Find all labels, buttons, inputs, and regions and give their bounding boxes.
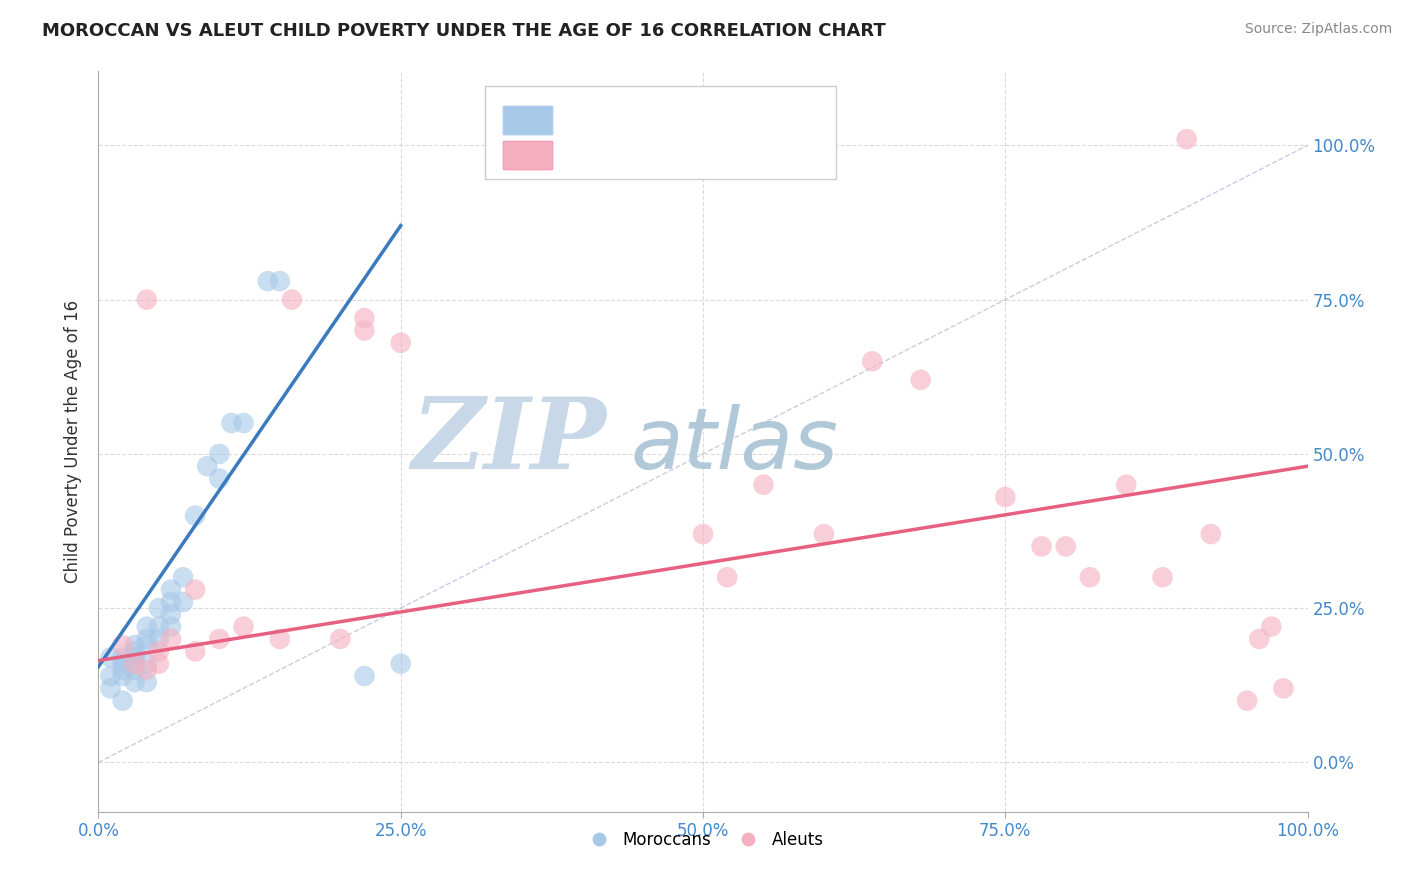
Point [221,416,243,430]
Point [148,657,170,671]
Point [353,669,375,683]
Text: atlas: atlas [630,404,838,487]
Point [281,293,304,307]
Text: ZIP: ZIP [412,393,606,490]
Text: Source: ZipAtlas.com: Source: ZipAtlas.com [1244,22,1392,37]
Point [813,527,835,541]
Point [195,459,218,474]
Point [232,619,254,633]
Point [353,311,375,326]
FancyBboxPatch shape [503,141,551,169]
Point [160,607,183,622]
Point [135,663,157,677]
Point [1078,570,1101,584]
Point [135,638,157,652]
Text: MOROCCAN VS ALEUT CHILD POVERTY UNDER THE AGE OF 16 CORRELATION CHART: MOROCCAN VS ALEUT CHILD POVERTY UNDER TH… [42,22,886,40]
Point [148,644,170,658]
Text: R = 0.460   N = 35: R = 0.460 N = 35 [564,146,734,164]
Point [111,694,134,708]
Point [1260,619,1282,633]
Point [1199,527,1222,541]
Point [716,570,738,584]
Point [135,657,157,671]
Point [124,657,146,671]
Legend: Moroccans, Aleuts: Moroccans, Aleuts [576,824,830,855]
Point [135,293,157,307]
Point [135,619,157,633]
Point [124,675,146,690]
Point [269,632,291,646]
Point [111,663,134,677]
Point [184,508,207,523]
Point [1054,540,1077,554]
Point [111,638,134,652]
Point [124,657,146,671]
Point [910,373,932,387]
Point [160,582,183,597]
Point [1249,632,1271,646]
Point [692,527,714,541]
Point [256,274,278,288]
Point [100,669,122,683]
Point [100,650,122,665]
Point [124,644,146,658]
Point [135,632,157,646]
Point [160,619,183,633]
Point [389,335,412,350]
Point [1115,477,1137,491]
Point [208,471,231,485]
Point [860,354,883,368]
Point [208,447,231,461]
Point [124,650,146,665]
Point [208,632,231,646]
Point [148,601,170,615]
Point [184,582,207,597]
FancyBboxPatch shape [503,106,551,135]
Point [1272,681,1295,696]
Point [148,632,170,646]
Point [1031,540,1053,554]
Point [172,570,194,584]
Point [1152,570,1174,584]
Y-axis label: Child Poverty Under the Age of 16: Child Poverty Under the Age of 16 [65,300,83,583]
Text: R = 0.648   N = 38: R = 0.648 N = 38 [564,112,734,129]
Point [994,490,1017,504]
Point [148,619,170,633]
Point [111,669,134,683]
Point [329,632,352,646]
Point [353,324,375,338]
Point [124,638,146,652]
Point [172,595,194,609]
Point [160,595,183,609]
Point [135,675,157,690]
Point [184,644,207,658]
Point [100,681,122,696]
Point [160,632,183,646]
Point [232,416,254,430]
Point [111,657,134,671]
Point [389,657,412,671]
Point [269,274,291,288]
Point [124,663,146,677]
Point [752,477,775,491]
Point [111,650,134,665]
Point [1175,132,1198,146]
FancyBboxPatch shape [485,87,837,178]
Point [1236,694,1258,708]
